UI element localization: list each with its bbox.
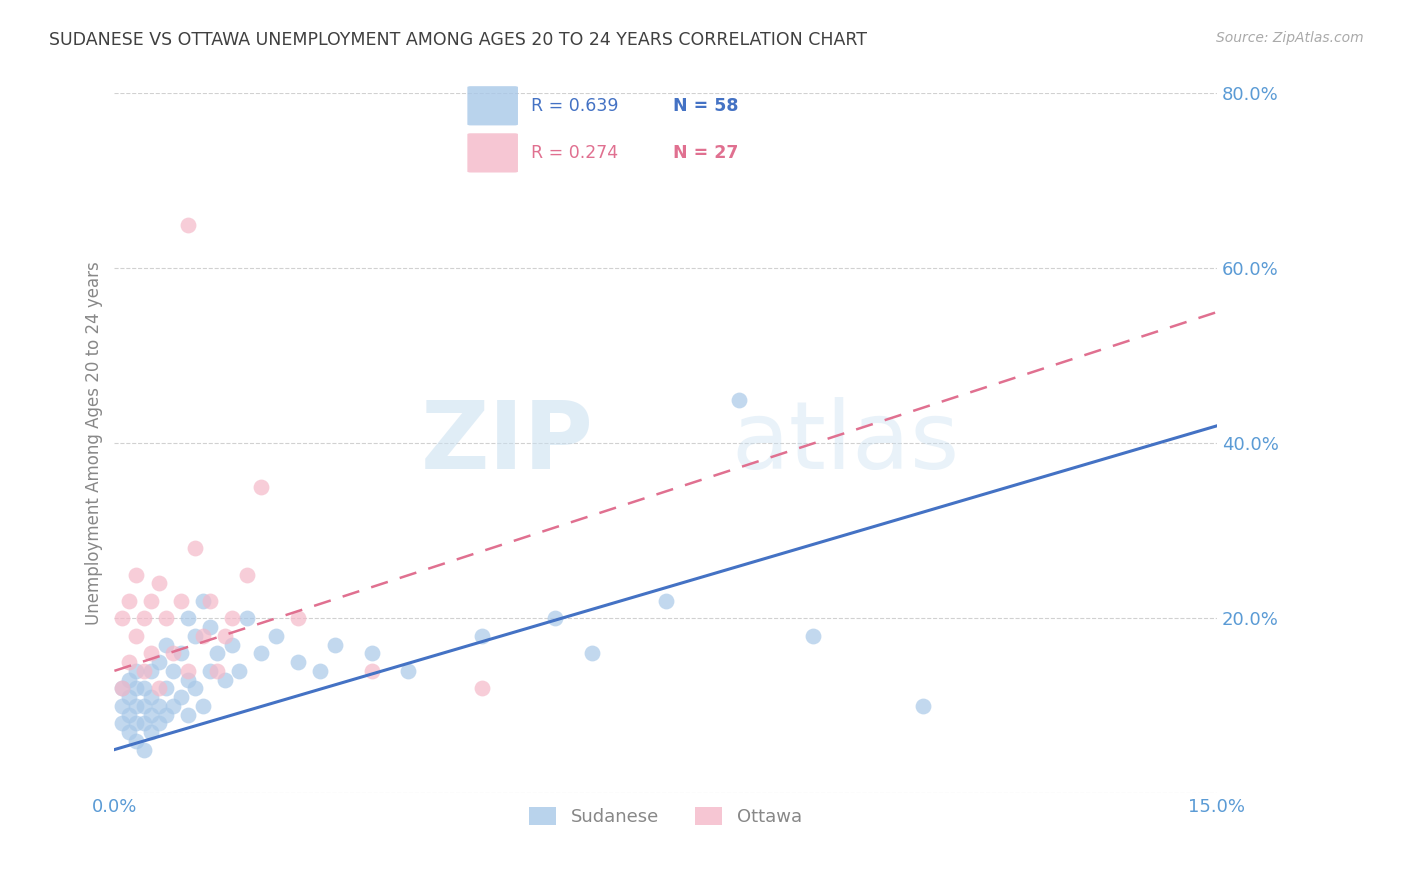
Point (141, 664, 163, 678)
Point (155, 707, 177, 722)
Point (184, 541, 207, 556)
Point (162, 646, 184, 660)
Point (214, 673, 236, 687)
Point (162, 664, 184, 678)
Point (148, 716, 170, 731)
Point (360, 664, 382, 678)
Point (360, 646, 382, 660)
Point (141, 707, 163, 722)
Point (132, 716, 155, 731)
FancyBboxPatch shape (467, 133, 517, 172)
Text: Source: ZipAtlas.com: Source: ZipAtlas.com (1216, 31, 1364, 45)
Point (155, 611, 177, 625)
Point (471, 681, 494, 696)
Point (581, 646, 603, 660)
Point (191, 698, 214, 713)
Point (221, 611, 243, 625)
Point (221, 638, 243, 652)
Y-axis label: Unemployment Among Ages 20 to 24 years: Unemployment Among Ages 20 to 24 years (86, 261, 103, 625)
Point (544, 611, 567, 625)
Point (169, 594, 191, 608)
Point (214, 629, 236, 643)
Point (118, 725, 141, 739)
Point (287, 655, 309, 669)
Point (235, 611, 257, 625)
Point (111, 716, 134, 731)
Point (111, 698, 134, 713)
Point (177, 611, 200, 625)
Point (155, 681, 177, 696)
Text: atlas: atlas (731, 397, 960, 490)
Point (169, 646, 191, 660)
Point (141, 646, 163, 660)
Point (118, 690, 141, 705)
Point (235, 567, 257, 582)
Text: SUDANESE VS OTTAWA UNEMPLOYMENT AMONG AGES 20 TO 24 YEARS CORRELATION CHART: SUDANESE VS OTTAWA UNEMPLOYMENT AMONG AG… (49, 31, 868, 49)
Point (198, 620, 221, 634)
Point (132, 664, 155, 678)
Text: R = 0.639: R = 0.639 (531, 97, 619, 115)
Point (228, 664, 250, 678)
Text: N = 27: N = 27 (673, 144, 738, 161)
Point (155, 638, 177, 652)
Point (148, 698, 170, 713)
Point (250, 646, 273, 660)
Point (132, 742, 155, 756)
Point (177, 664, 200, 678)
Point (184, 681, 207, 696)
Point (141, 725, 163, 739)
Point (396, 664, 419, 678)
Point (162, 698, 184, 713)
Point (177, 218, 200, 232)
Point (148, 576, 170, 591)
Point (132, 681, 155, 696)
FancyBboxPatch shape (467, 87, 517, 126)
Point (111, 681, 134, 696)
Point (148, 655, 170, 669)
Point (118, 594, 141, 608)
Point (309, 664, 332, 678)
Point (132, 611, 155, 625)
Point (118, 673, 141, 687)
Point (198, 594, 221, 608)
Point (148, 681, 170, 696)
Point (118, 707, 141, 722)
Point (654, 594, 676, 608)
Point (198, 664, 221, 678)
Point (169, 690, 191, 705)
Point (177, 673, 200, 687)
Point (264, 629, 287, 643)
Point (471, 629, 494, 643)
Point (250, 480, 273, 494)
Point (125, 664, 148, 678)
Point (141, 594, 163, 608)
Point (125, 629, 148, 643)
Point (191, 594, 214, 608)
Point (184, 629, 207, 643)
Point (125, 716, 148, 731)
Point (132, 698, 155, 713)
Point (111, 681, 134, 696)
Point (118, 655, 141, 669)
Point (111, 611, 134, 625)
Point (207, 646, 229, 660)
Point (323, 638, 346, 652)
Point (177, 707, 200, 722)
Point (287, 611, 309, 625)
Text: N = 58: N = 58 (673, 97, 738, 115)
Point (801, 629, 824, 643)
Point (207, 664, 229, 678)
Legend: Sudanese, Ottawa: Sudanese, Ottawa (522, 799, 808, 833)
Point (191, 629, 214, 643)
Point (141, 690, 163, 705)
Text: R = 0.274: R = 0.274 (531, 144, 619, 161)
Point (728, 392, 751, 407)
Point (125, 734, 148, 748)
Point (125, 567, 148, 582)
Point (911, 698, 934, 713)
Point (125, 681, 148, 696)
Text: ZIP: ZIP (420, 397, 593, 490)
Point (125, 698, 148, 713)
